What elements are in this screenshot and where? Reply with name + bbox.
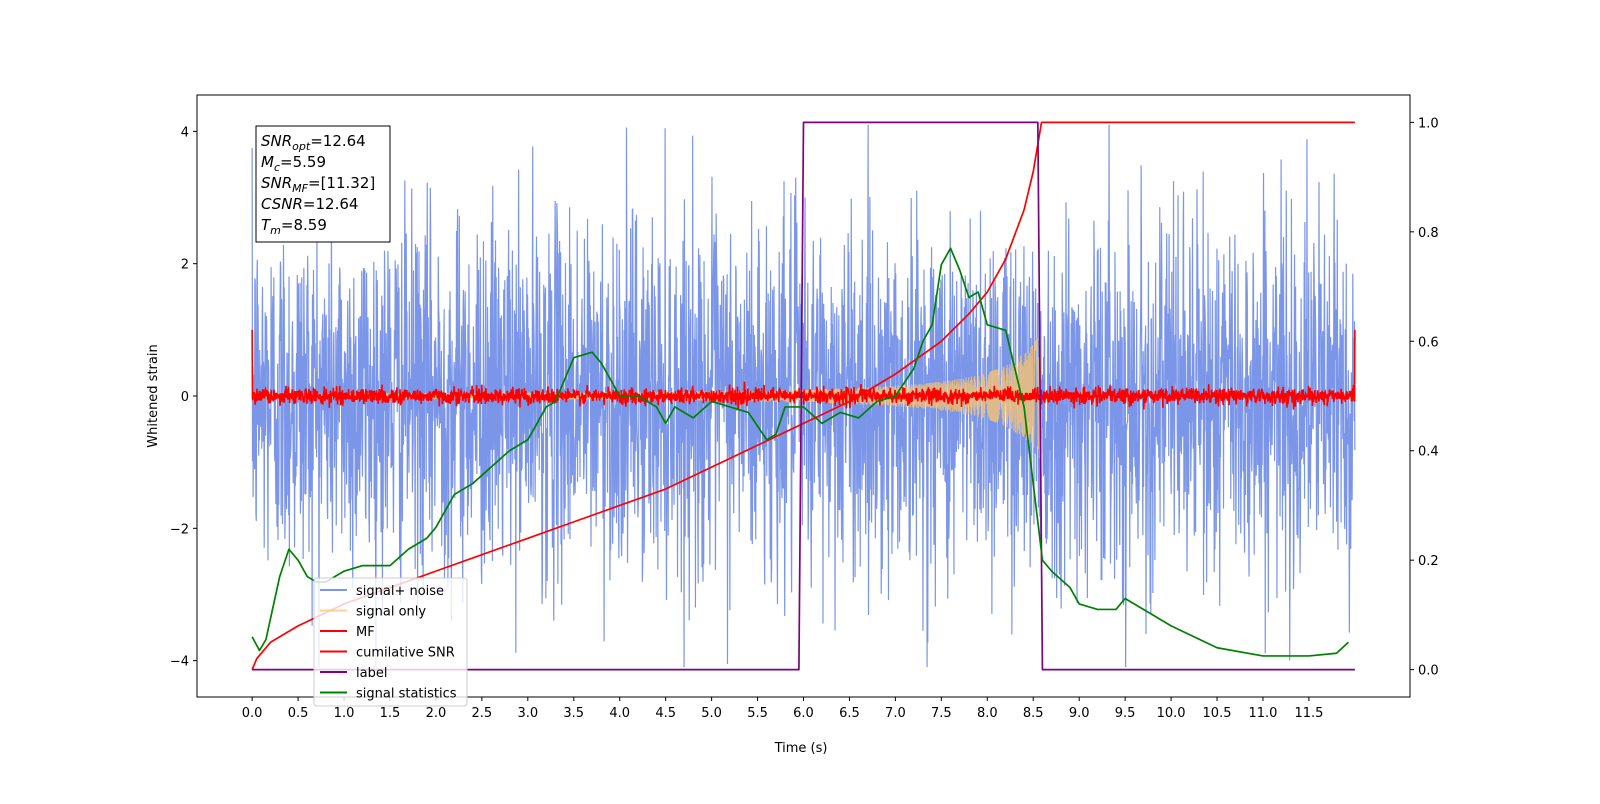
y-axis-label-left: Whitened strain <box>146 344 161 447</box>
annotation-symbol: SNR <box>261 132 292 150</box>
x-tick-label: 9.5 <box>1115 706 1136 721</box>
y-tick-label-left: −4 <box>170 655 189 670</box>
x-tick-label: 1.5 <box>380 706 401 721</box>
x-tick-label: 9.0 <box>1069 706 1090 721</box>
series-signal-noise <box>251 124 1356 668</box>
y-tick-label-right: 0.0 <box>1418 664 1439 679</box>
annotation-subscript: m <box>270 224 281 237</box>
y-tick-label-left: 4 <box>181 125 189 140</box>
y-tick-label-right: 0.2 <box>1418 554 1439 569</box>
legend-label-cumilative-snr: cumilative SNR <box>356 646 455 661</box>
annotation-line: SNRopt=12.64 <box>261 132 366 153</box>
annotation-line: Mc=5.59 <box>261 153 326 174</box>
y-tick-label-right: 0.4 <box>1418 445 1439 460</box>
x-tick-label: 2.5 <box>472 706 493 721</box>
x-tick-label: 10.0 <box>1157 706 1186 721</box>
y-tick-label-left: −2 <box>170 522 189 537</box>
annotation-line: Tm=8.59 <box>261 216 327 237</box>
series-mf <box>251 329 1356 410</box>
x-tick-label: 6.0 <box>793 706 814 721</box>
annotation-subscript: c <box>274 161 280 174</box>
x-tick-label: 3.5 <box>563 706 584 721</box>
x-tick-label: 0.0 <box>242 706 263 721</box>
annotation-symbol: SNR <box>261 174 292 192</box>
x-tick-label: 11.5 <box>1294 706 1323 721</box>
x-tick-label: 8.0 <box>977 706 998 721</box>
annotation-value: =8.59 <box>281 216 327 234</box>
x-tick-label: 2.0 <box>426 706 447 721</box>
annotation-symbol: CSNR <box>261 195 303 213</box>
annotation-box: SNRopt=12.64Mc=5.59SNRMF=[11.32]CSNR=12.… <box>255 125 391 243</box>
x-tick-label: 4.0 <box>609 706 630 721</box>
x-tick-label: 7.5 <box>931 706 952 721</box>
legend: signal+ noise signal only MF cumilative SNR… <box>313 577 468 707</box>
x-axis-label: Time (s) <box>774 741 828 756</box>
legend-frame <box>313 577 468 707</box>
y-tick-label-right: 0.8 <box>1418 226 1439 241</box>
legend-label-signal-noise: signal+ noise <box>356 584 444 599</box>
x-tick-label: 3.0 <box>517 706 538 721</box>
x-tick-label: 8.5 <box>1023 706 1044 721</box>
x-tick-label: 10.5 <box>1203 706 1232 721</box>
annotation-value: =12.64 <box>310 132 366 150</box>
annotation-symbol: M <box>261 153 274 171</box>
annotation-value: =[11.32] <box>308 174 375 192</box>
annotation-frame <box>255 125 391 243</box>
x-tick-label: 1.0 <box>334 706 355 721</box>
x-tick-label: 5.5 <box>747 706 768 721</box>
legend-label-mf: MF <box>356 625 375 640</box>
annotation-line: CSNR=12.64 <box>261 195 358 213</box>
annotation-subscript: MF <box>292 182 308 195</box>
legend-label-signal-statistics: signal statistics <box>356 687 457 702</box>
legend-label-label: label <box>356 666 387 681</box>
x-tick-label: 4.5 <box>655 706 676 721</box>
y-tick-label-right: 1.0 <box>1418 116 1439 131</box>
x-tick-label: 0.5 <box>288 706 309 721</box>
legend-label-signal-only: signal only <box>356 605 426 620</box>
annotation-line: SNRMF=[11.32] <box>261 174 375 195</box>
annotation-value: =12.64 <box>303 195 359 213</box>
x-tick-label: 5.0 <box>701 706 722 721</box>
annotation-subscript: opt <box>292 140 311 153</box>
annotation-value: =5.59 <box>280 153 326 171</box>
y-tick-label-left: 0 <box>181 390 189 405</box>
y-tick-label-right: 0.6 <box>1418 335 1439 350</box>
x-tick-label: 6.5 <box>839 706 860 721</box>
y-tick-label-left: 2 <box>181 258 189 273</box>
series-signal-statistics <box>251 247 1350 657</box>
annotation-symbol: T <box>261 216 272 234</box>
x-tick-label: 11.0 <box>1248 706 1277 721</box>
x-tick-label: 7.0 <box>885 706 906 721</box>
series-label <box>252 121 1355 671</box>
axes-layer: 0.0 0.5 1.0 1.5 2.0 2.5 3.0 3.5 4.0 4.5 5.0 5.5 6.0 6… <box>170 94 1439 721</box>
